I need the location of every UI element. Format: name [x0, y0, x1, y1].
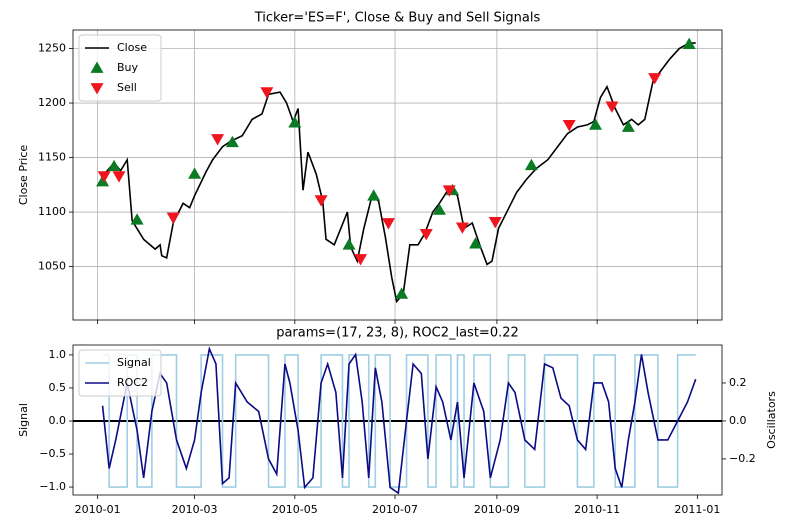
x-tick-label: 2010-01 — [75, 503, 121, 516]
chart-title: params=(17, 23, 8), ROC2_last=0.22 — [276, 326, 519, 341]
sell-marker — [605, 101, 619, 113]
axes-frame — [72, 29, 723, 321]
y-tick-label: 1050 — [38, 260, 66, 273]
legend-box — [78, 349, 162, 397]
series-line — [102, 354, 696, 488]
sell-marker — [381, 218, 395, 230]
buy-marker — [225, 135, 239, 148]
buy-marker — [621, 120, 635, 132]
sell-marker — [648, 73, 662, 85]
legend-label: Buy — [117, 61, 139, 74]
y-axis-label: Close Price — [17, 145, 30, 206]
legend-label: Close — [117, 41, 147, 54]
legend-label: ROC2 — [117, 376, 148, 389]
x-tick-label: 2011-01 — [674, 503, 720, 516]
sell-marker — [166, 212, 180, 225]
x-tick-label: 2010-09 — [474, 503, 520, 516]
buy-marker — [367, 189, 381, 201]
y-tick-label: −1.0 — [39, 480, 66, 493]
buy-marker — [90, 61, 104, 73]
series-line — [101, 42, 696, 304]
y-tick-label: 1.0 — [49, 348, 67, 361]
legend-label: Signal — [117, 356, 151, 369]
sell-marker — [314, 195, 328, 207]
y-tick-label: 0.0 — [49, 414, 67, 427]
y2-tick-label: 0.2 — [729, 376, 747, 389]
buy-marker — [342, 238, 356, 250]
buy-marker — [288, 116, 302, 128]
x-tick-label: 2010-11 — [574, 503, 620, 516]
legend-label: Sell — [117, 81, 137, 94]
sell-marker — [562, 119, 576, 132]
x-tick-label: 2010-03 — [172, 503, 218, 516]
buy-marker — [682, 37, 696, 50]
y-tick-label: −0.5 — [39, 447, 66, 460]
axes-frame — [72, 344, 723, 496]
series-line — [101, 346, 697, 495]
y2-tick-label: 0.0 — [729, 414, 747, 427]
sell-marker — [488, 217, 502, 229]
buy-marker — [96, 175, 110, 187]
chart-title: Ticker='ES=F', Close & Buy and Sell Sign… — [254, 11, 541, 26]
y-axis-label: Signal — [17, 403, 30, 437]
buy-marker — [130, 213, 144, 225]
x-tick-label: 2010-05 — [272, 503, 318, 516]
sell-marker — [112, 171, 126, 183]
y2-tick-label: −0.2 — [729, 452, 756, 465]
buy-marker — [188, 167, 202, 179]
y-tick-label: 0.5 — [49, 381, 67, 394]
buy-marker — [395, 287, 409, 299]
buy-marker — [107, 159, 121, 172]
y-tick-label: 1200 — [38, 96, 66, 109]
buy-marker — [432, 203, 446, 215]
sell-marker — [97, 171, 111, 183]
buy-marker — [588, 118, 602, 130]
sell-marker — [90, 83, 104, 95]
sell-marker — [354, 254, 368, 266]
buy-marker — [524, 158, 538, 171]
sell-marker — [211, 134, 225, 146]
sell-marker — [260, 87, 274, 99]
sell-marker — [455, 222, 469, 234]
buy-marker — [469, 237, 483, 249]
y-tick-label: 1250 — [38, 42, 66, 55]
y-tick-label: 1150 — [38, 151, 66, 164]
sell-marker — [419, 228, 433, 241]
y2-axis-label: Oscillators — [765, 391, 778, 449]
y-tick-label: 1100 — [38, 205, 66, 218]
sell-marker — [442, 185, 456, 197]
x-tick-label: 2010-07 — [372, 503, 418, 516]
